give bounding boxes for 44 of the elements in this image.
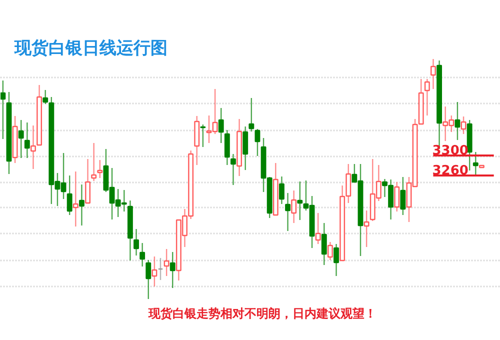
ref-line-label: 3300: [432, 144, 468, 158]
candlestick: [472, 151, 478, 176]
candlestick: [248, 97, 254, 132]
candlestick: [254, 128, 260, 157]
candlestick: [460, 116, 466, 135]
candlestick: [315, 212, 321, 245]
candlestick: [72, 170, 78, 228]
candlestick: [30, 124, 36, 170]
candlestick: [0, 80, 6, 140]
candlestick: [42, 89, 48, 105]
candlestick: [278, 176, 284, 205]
candlestick: [430, 58, 436, 90]
candlestick: [364, 210, 370, 248]
candlestick: [18, 119, 24, 159]
text: 现货白银日线运行图: [14, 38, 168, 58]
candlestick: [327, 241, 333, 261]
candlestick: [321, 222, 327, 266]
candlestick: [291, 190, 297, 224]
candlestick: [224, 129, 230, 166]
candlestick: [152, 256, 158, 288]
candlestick: [24, 122, 30, 159]
ref-line-label: 3260: [432, 164, 468, 178]
candlestick: [164, 248, 170, 277]
candlestick: [230, 153, 236, 186]
candlestick: [218, 107, 224, 144]
candlestick: [134, 228, 139, 256]
candlestick: [66, 174, 72, 216]
candlestick: [297, 180, 303, 221]
candlestick: [91, 142, 97, 182]
candlestick: [170, 251, 176, 289]
annotation: 现货白银走势相对不明朗，日内建议观望！: [148, 306, 376, 320]
candlestick: [146, 259, 152, 300]
candlestick: [97, 159, 103, 179]
candlestick: [424, 78, 430, 116]
candlestick: [400, 176, 406, 216]
candlestick: [85, 158, 90, 204]
candlestick: [78, 184, 84, 226]
candlestick: [140, 242, 146, 268]
candlestick: [454, 101, 460, 141]
candlestick: [200, 124, 206, 148]
candlestick: [394, 181, 400, 212]
candlestick: [285, 192, 290, 232]
candlestick: [334, 243, 339, 277]
candlestick: [242, 126, 248, 171]
